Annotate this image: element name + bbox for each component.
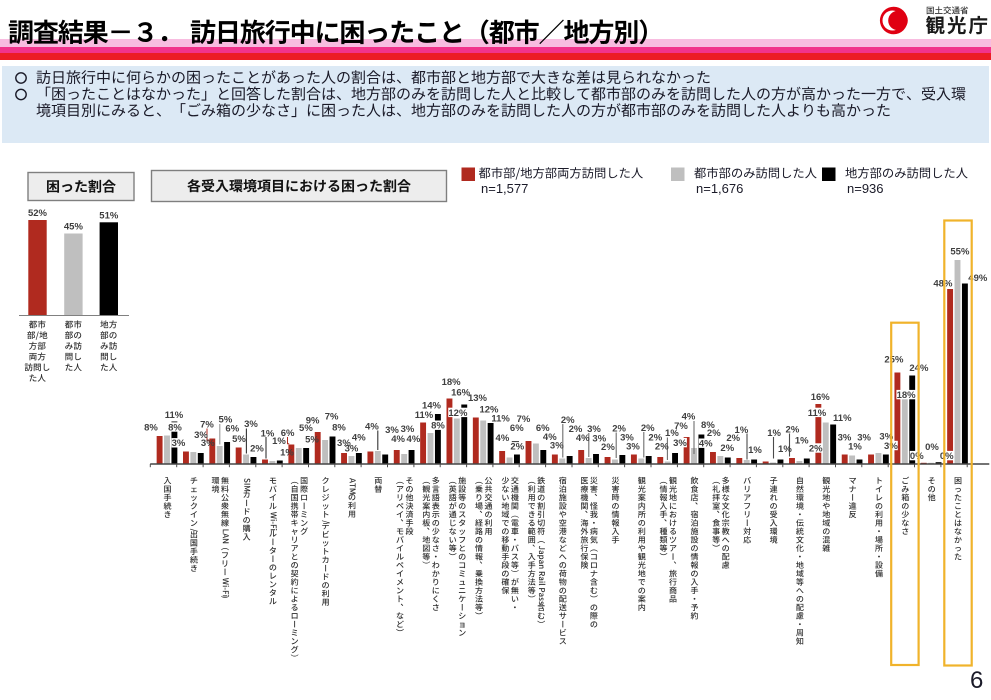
svg-text:3%: 3% [194, 430, 208, 441]
svg-text:9%: 9% [306, 415, 320, 426]
svg-text:7%: 7% [325, 412, 339, 423]
svg-text:1%: 1% [280, 447, 294, 458]
svg-text:4%: 4% [543, 432, 557, 443]
svg-text:18%: 18% [897, 390, 917, 401]
svg-text:55%: 55% [950, 247, 970, 258]
svg-text:8%: 8% [144, 422, 158, 433]
svg-text:3%: 3% [587, 424, 601, 435]
svg-text:4%: 4% [576, 433, 590, 444]
svg-text:16%: 16% [811, 392, 831, 403]
svg-text:5%: 5% [305, 434, 319, 445]
svg-text:5%: 5% [232, 434, 246, 445]
svg-text:16%: 16% [451, 387, 471, 398]
svg-text:3%: 3% [201, 438, 215, 449]
svg-text:4%: 4% [365, 421, 379, 432]
svg-text:7%: 7% [674, 421, 688, 432]
svg-text:2%: 2% [720, 443, 734, 454]
svg-text:11%: 11% [833, 413, 852, 424]
svg-text:13%: 13% [468, 393, 488, 404]
svg-text:4%: 4% [496, 433, 510, 444]
svg-text:3%: 3% [401, 424, 415, 435]
svg-text:7%: 7% [517, 414, 531, 425]
svg-text:5%: 5% [219, 415, 233, 426]
svg-text:8%: 8% [431, 421, 445, 432]
svg-text:1%: 1% [848, 442, 862, 453]
svg-text:25%: 25% [884, 354, 904, 365]
svg-text:1%: 1% [767, 428, 781, 439]
svg-text:3%: 3% [337, 438, 351, 449]
svg-text:2%: 2% [648, 433, 662, 444]
svg-text:2%: 2% [726, 433, 740, 444]
svg-text:4%: 4% [407, 434, 421, 445]
svg-text:8%: 8% [168, 422, 182, 433]
svg-text:6%: 6% [225, 423, 239, 434]
svg-text:52%: 52% [28, 208, 48, 219]
svg-text:6%: 6% [281, 428, 295, 439]
svg-text:3%: 3% [592, 434, 606, 445]
svg-text:11%: 11% [491, 413, 510, 424]
svg-text:3%: 3% [879, 432, 893, 443]
svg-text:6: 6 [970, 667, 983, 694]
svg-text:12%: 12% [448, 408, 468, 419]
svg-text:1%: 1% [735, 425, 749, 436]
svg-text:3%: 3% [385, 425, 399, 436]
svg-text:2%: 2% [655, 442, 669, 453]
svg-text:n=1,676: n=1,676 [696, 181, 743, 196]
svg-text:3%: 3% [626, 442, 640, 453]
svg-text:7%: 7% [200, 419, 214, 430]
svg-text:4%: 4% [699, 439, 713, 450]
svg-text:48%: 48% [933, 278, 953, 289]
svg-text:0%: 0% [910, 451, 924, 462]
svg-text:2%: 2% [601, 442, 615, 453]
svg-text:3%: 3% [673, 438, 687, 449]
svg-text:n=1,577: n=1,577 [481, 181, 528, 196]
svg-text:3%: 3% [620, 433, 634, 444]
svg-text:3%: 3% [244, 419, 258, 430]
svg-text:11%: 11% [808, 408, 827, 419]
svg-text:49%: 49% [968, 273, 988, 284]
svg-text:2%: 2% [707, 428, 721, 439]
svg-text:11%: 11% [165, 410, 184, 421]
svg-text:1%: 1% [665, 428, 679, 439]
svg-text:0%: 0% [925, 442, 939, 453]
svg-text:2%: 2% [569, 424, 583, 435]
svg-text:5%: 5% [299, 423, 313, 434]
svg-text:2%: 2% [786, 424, 800, 435]
svg-text:11%: 11% [415, 410, 434, 421]
svg-text:1%: 1% [778, 444, 792, 455]
svg-text:1%: 1% [272, 436, 286, 447]
svg-text:12%: 12% [479, 405, 499, 416]
svg-text:4%: 4% [391, 434, 405, 445]
svg-text:4%: 4% [352, 433, 366, 444]
svg-text:8%: 8% [332, 422, 346, 433]
svg-text:2%: 2% [809, 443, 823, 454]
svg-text:2%: 2% [612, 423, 626, 434]
svg-text:2%: 2% [250, 443, 264, 454]
svg-text:45%: 45% [64, 222, 84, 233]
svg-text:14%: 14% [422, 400, 442, 411]
svg-text:3%: 3% [345, 444, 359, 455]
svg-text:3%: 3% [857, 433, 871, 444]
svg-text:3%: 3% [550, 441, 564, 452]
svg-text:n=936: n=936 [847, 181, 884, 196]
svg-text:0%: 0% [940, 451, 954, 462]
svg-text:1%: 1% [748, 445, 762, 456]
svg-text:2%: 2% [561, 415, 575, 426]
svg-text:1%: 1% [261, 428, 275, 439]
svg-text:3%: 3% [172, 438, 186, 449]
svg-text:51%: 51% [99, 210, 119, 221]
svg-text:8%: 8% [701, 420, 715, 431]
svg-text:2%: 2% [641, 423, 655, 434]
svg-text:3%: 3% [838, 433, 852, 444]
svg-text:4%: 4% [682, 412, 696, 423]
svg-text:2%: 2% [510, 442, 524, 453]
svg-text:6%: 6% [536, 423, 550, 434]
svg-text:6%: 6% [510, 423, 524, 434]
svg-text:18%: 18% [442, 377, 462, 388]
svg-text:1%: 1% [795, 436, 809, 447]
